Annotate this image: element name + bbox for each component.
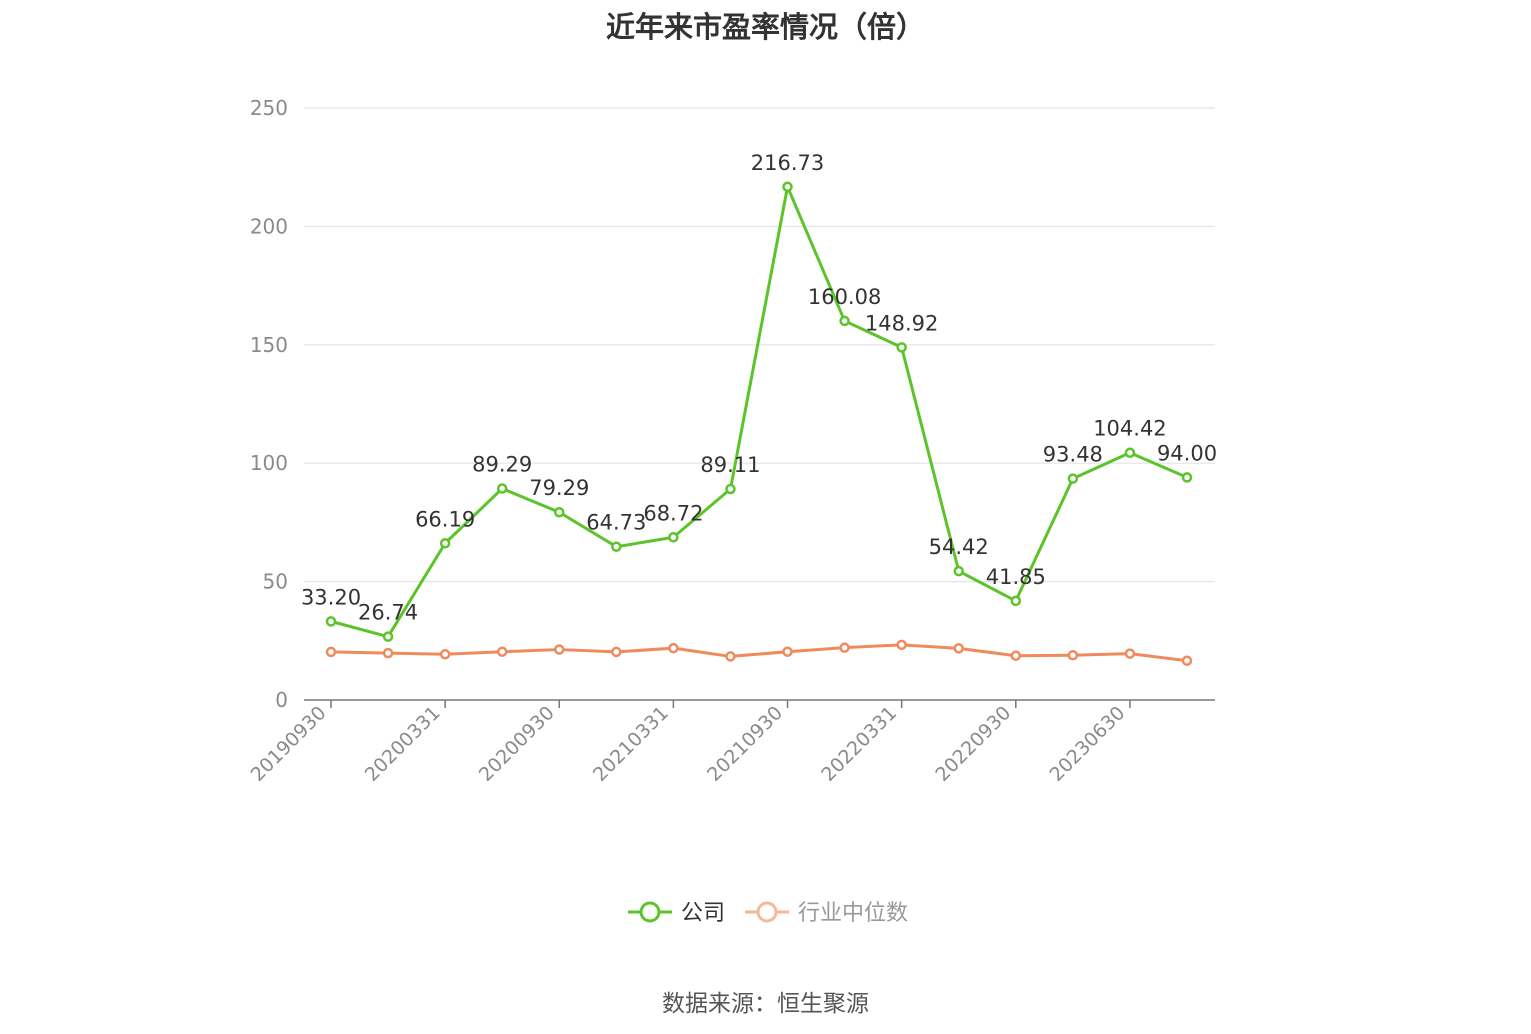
data-label: 89.11	[700, 453, 760, 477]
legend-item-industry[interactable]: 行业中位数	[745, 901, 908, 926]
company-point	[496, 483, 508, 494]
data-source: 数据来源：恒生聚源	[662, 991, 869, 1017]
industry-point	[953, 643, 964, 654]
company-point	[1124, 447, 1136, 458]
legend[interactable]: 公司 行业中位数	[628, 901, 908, 926]
company-point	[839, 315, 850, 327]
x-tick-label: 20220930	[931, 702, 1015, 786]
data-label: 94.00	[1157, 441, 1217, 465]
data-label: 104.42	[1093, 417, 1166, 441]
data-label: 148.92	[865, 311, 938, 335]
data-label: 79.29	[529, 476, 589, 500]
company-point	[1181, 472, 1193, 483]
company-point	[668, 532, 679, 543]
x-tick-label: 20210930	[703, 702, 787, 786]
company-point	[554, 506, 565, 518]
company-point	[611, 541, 622, 552]
company-point	[782, 181, 793, 193]
y-tick-label: 0	[275, 688, 288, 712]
data-label: 93.48	[1043, 443, 1103, 467]
data-label: 68.72	[643, 501, 703, 525]
x-tick-label: 20230630	[1046, 702, 1130, 786]
y-tick-label: 250	[250, 96, 288, 120]
x-axis: 20190930 20200331 20200930 20210331 20210930…	[247, 699, 1215, 786]
x-tick-label: 20190930	[247, 702, 331, 786]
y-tick-label: 100	[250, 451, 288, 475]
industry-point	[1010, 650, 1022, 661]
data-label: 64.73	[586, 511, 646, 535]
industry-point	[611, 646, 622, 658]
industry-point	[896, 639, 907, 651]
industry-point	[668, 642, 679, 654]
legend-marker-company	[639, 901, 661, 923]
data-label: 89.29	[472, 453, 532, 477]
chart-title: 近年来市盈率情况（倍）	[605, 10, 925, 44]
y-tick-label: 50	[263, 570, 288, 594]
industry-line	[330, 643, 1188, 663]
company-point	[953, 565, 964, 577]
x-tick-label: 20200331	[361, 702, 445, 786]
x-tick-label: 20210331	[589, 702, 673, 786]
industry-point	[1067, 649, 1079, 661]
x-tick-label: 20220331	[817, 702, 901, 786]
industry-point	[439, 649, 451, 660]
legend-label-industry: 行业中位数	[798, 901, 908, 926]
industry-point	[382, 647, 394, 659]
industry-point	[554, 644, 565, 655]
company-point	[896, 342, 907, 353]
y-tick-label: 150	[250, 333, 288, 357]
data-label: 66.19	[415, 507, 475, 531]
company-point	[325, 616, 337, 627]
industry-point	[325, 646, 337, 658]
industry-point	[1124, 648, 1136, 659]
data-label: 26.74	[358, 601, 418, 625]
legend-label-company: 公司	[681, 901, 725, 926]
x-tick-label: 20200930	[475, 702, 559, 786]
company-point	[439, 538, 451, 549]
data-label: 41.85	[986, 565, 1046, 589]
company-point	[1067, 473, 1079, 484]
data-label: 54.42	[929, 535, 989, 559]
company-point	[382, 631, 394, 642]
industry-point	[496, 646, 508, 657]
data-label: 160.08	[808, 285, 881, 309]
company-point	[725, 483, 736, 495]
y-tick-label: 200	[250, 214, 288, 238]
grid-lines	[304, 107, 1215, 583]
series-company	[325, 181, 1193, 642]
industry-point	[725, 651, 736, 662]
industry-point	[782, 646, 793, 657]
series-industry	[325, 639, 1193, 666]
industry-point	[1181, 655, 1193, 666]
data-label: 216.73	[751, 151, 824, 175]
legend-marker-industry	[756, 901, 778, 923]
legend-item-company[interactable]: 公司	[628, 901, 725, 926]
company-point	[1010, 595, 1022, 607]
y-axis-ticks: 0 50 100 150 200 250	[250, 96, 288, 712]
company-line	[330, 185, 1188, 639]
data-label: 33.20	[301, 585, 361, 609]
industry-point	[839, 642, 850, 653]
